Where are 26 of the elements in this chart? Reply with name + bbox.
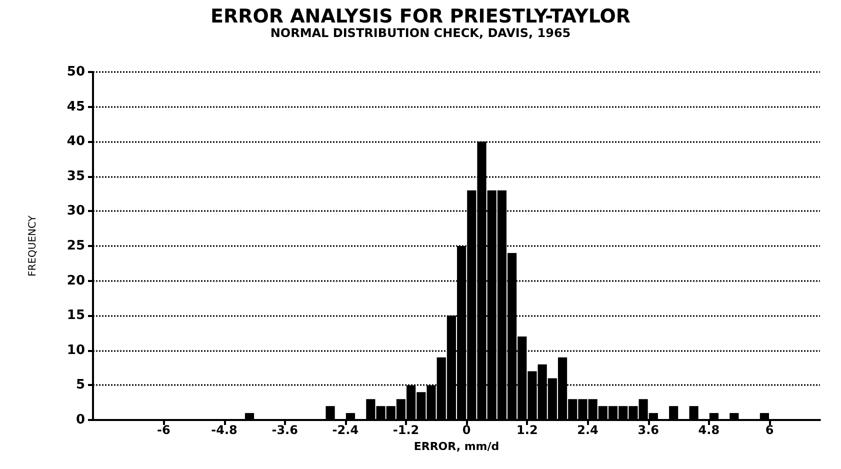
x-tick-label: 6 bbox=[765, 423, 774, 437]
y-tick-label: 10 bbox=[66, 342, 85, 358]
x-tick-label: 2.4 bbox=[577, 423, 598, 437]
y-tick-label: 25 bbox=[66, 238, 85, 254]
y-tick-label: 40 bbox=[66, 134, 85, 150]
x-tick-label: -3.6 bbox=[272, 423, 298, 437]
y-tick-label: 15 bbox=[66, 308, 85, 324]
y-tick-label: 5 bbox=[76, 378, 85, 393]
x-tick-label: 4.8 bbox=[698, 423, 720, 437]
x-axis-title: ERROR, mm/d bbox=[414, 440, 500, 453]
x-tick-label: -6 bbox=[157, 423, 170, 437]
y-tick-label: 50 bbox=[66, 64, 85, 80]
y-tick-label: 45 bbox=[66, 99, 85, 114]
x-tick-label: 1.2 bbox=[516, 423, 538, 437]
x-tick-label: -2.4 bbox=[332, 423, 359, 437]
y-tick-label: 30 bbox=[66, 204, 85, 219]
y-axis-title: FREQUENCY bbox=[28, 214, 38, 276]
y-tick-label: 0 bbox=[76, 412, 85, 428]
x-tick-label: -1.2 bbox=[392, 423, 420, 437]
x-tick-label: 0 bbox=[462, 423, 471, 437]
chart-title: ERROR ANALYSIS FOR PRIESTLY-TAYLOR bbox=[210, 6, 631, 28]
y-tick-label: 20 bbox=[66, 273, 85, 288]
chart-subtitle: NORMAL DISTRIBUTION CHECK, DAVIS, 1965 bbox=[270, 26, 571, 40]
x-tick-label: 3.6 bbox=[638, 423, 659, 437]
x-tick-label: -4.8 bbox=[211, 423, 238, 437]
y-tick-label: 35 bbox=[66, 168, 85, 184]
